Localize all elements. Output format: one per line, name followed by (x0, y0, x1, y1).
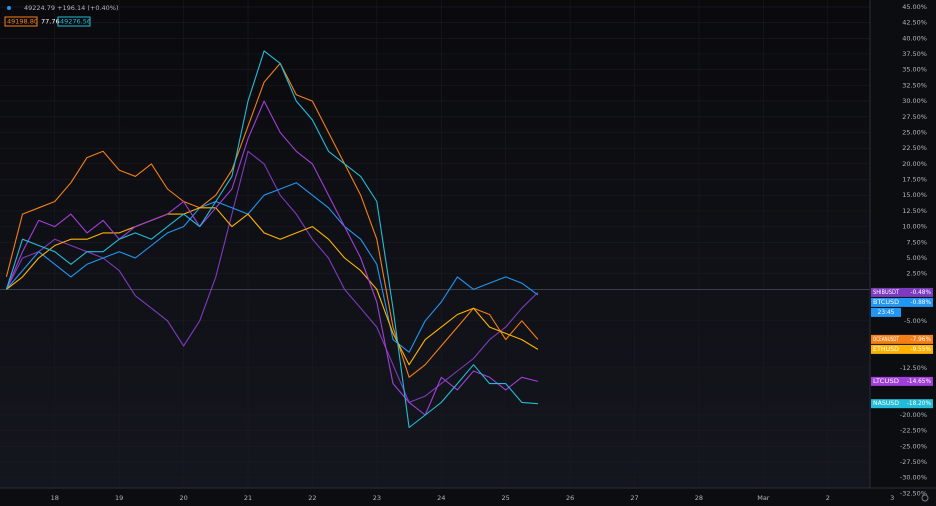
price-tag (871, 334, 933, 344)
y-tick-label: 32.50% (902, 81, 927, 89)
legend-header: 49224.79 +196.14 (+0.40%) 49198.80 77.76… (4, 4, 119, 27)
x-tick-label: 26 (566, 494, 574, 502)
x-tick-label: 24 (437, 494, 445, 502)
y-tick-label: 12.50% (902, 207, 927, 215)
tag-value: -18.20% (907, 401, 932, 407)
symbol-dot (7, 6, 11, 10)
tag-value: -0.88% (910, 300, 931, 306)
time-axis (0, 488, 936, 506)
price-tag (871, 399, 933, 409)
y-tick-label: 37.50% (902, 50, 927, 58)
y-tick-label: 20.00% (902, 160, 927, 168)
y-tick-label: 42.50% (902, 19, 927, 27)
price-tag (871, 344, 933, 354)
x-tick-label: 22 (308, 494, 316, 502)
tag-name: ETHUSD (873, 347, 900, 353)
x-tick-label: Mar (757, 494, 770, 502)
price-tags: SHIBUSDT -0.48% BTCUSD -0.88% 23:45 OCEANUSDT… (871, 287, 933, 409)
price-tag (871, 376, 933, 386)
y-tick-label: 30.00% (902, 97, 927, 105)
price-tag (871, 287, 933, 297)
series-line (6, 207, 539, 366)
y-tick-label: -30.00% (900, 474, 927, 482)
y-tick-label: 40.00% (902, 34, 927, 42)
y-tick-label: 17.50% (902, 176, 927, 184)
x-tick-label: 3 (890, 494, 894, 502)
tag-name: OCEANUSDT (873, 337, 899, 343)
value: 49276.56 (60, 18, 91, 26)
countdown: 23:45 (878, 310, 895, 316)
price-tag (871, 297, 933, 307)
x-tick-label: 18 (51, 494, 59, 502)
series-line (5, 62, 539, 378)
tag-name: BTCUSD (873, 300, 900, 306)
value-box (57, 16, 91, 27)
y-tick-label: -12.50% (900, 364, 927, 372)
y-tick-label: -25.00% (900, 442, 927, 450)
tag-value: -9.55% (910, 347, 931, 353)
plot (5, 50, 539, 429)
tag-name: SHIBUSDT (873, 290, 899, 296)
tag-name: NASUSD (873, 401, 900, 407)
y-tick-label: 2.50% (906, 270, 927, 278)
y-tick-label: 22.50% (902, 144, 927, 152)
y-tick-label: 25.00% (902, 128, 927, 136)
y-tick-label: 10.00% (902, 223, 927, 231)
y-tick-label: 27.50% (902, 113, 927, 121)
value: 77.76 (41, 18, 60, 26)
grid (0, 0, 893, 494)
y-tick-label: 5.00% (906, 254, 927, 262)
y-tick-label: -27.50% (900, 458, 927, 466)
settings-icon[interactable] (921, 494, 929, 502)
series-line (5, 50, 538, 429)
x-tick-label: 2 (826, 494, 830, 502)
countdown-tag (871, 307, 901, 317)
x-tick-label: 19 (115, 494, 123, 502)
x-tick-label: 28 (695, 494, 703, 502)
y-tick-label: -20.00% (900, 411, 927, 419)
x-tick-label: 20 (179, 494, 187, 502)
x-tick-label: 25 (502, 494, 510, 502)
series-line (5, 100, 539, 416)
y-tick-label: 45.00% (902, 3, 927, 11)
y-tick-label: -5.00% (904, 317, 927, 325)
x-tick-label: 27 (630, 494, 638, 502)
y-tick-label: -22.50% (900, 427, 927, 435)
tag-value: -7.96% (910, 337, 931, 343)
y-tick-label: 35.00% (902, 66, 927, 74)
axes: 45.00%42.50%40.00%37.50%35.00%32.50%30.0… (51, 3, 927, 502)
y-tick-label: 15.00% (902, 191, 927, 199)
value-box (4, 16, 38, 27)
quote: 49224.79 +196.14 (+0.40%) (24, 4, 119, 12)
tag-value: -0.48% (910, 290, 931, 296)
x-tick-label: 21 (244, 494, 252, 502)
x-tick-label: 23 (373, 494, 381, 502)
y-tick-label: -32.50% (900, 489, 927, 497)
value: 49198.80 (7, 18, 38, 26)
series-line (5, 182, 539, 353)
tag-name: LTCUSD (873, 379, 900, 385)
y-tick-label: 7.50% (906, 238, 927, 246)
tag-value: -14.65% (907, 379, 932, 385)
series-line (5, 150, 539, 403)
